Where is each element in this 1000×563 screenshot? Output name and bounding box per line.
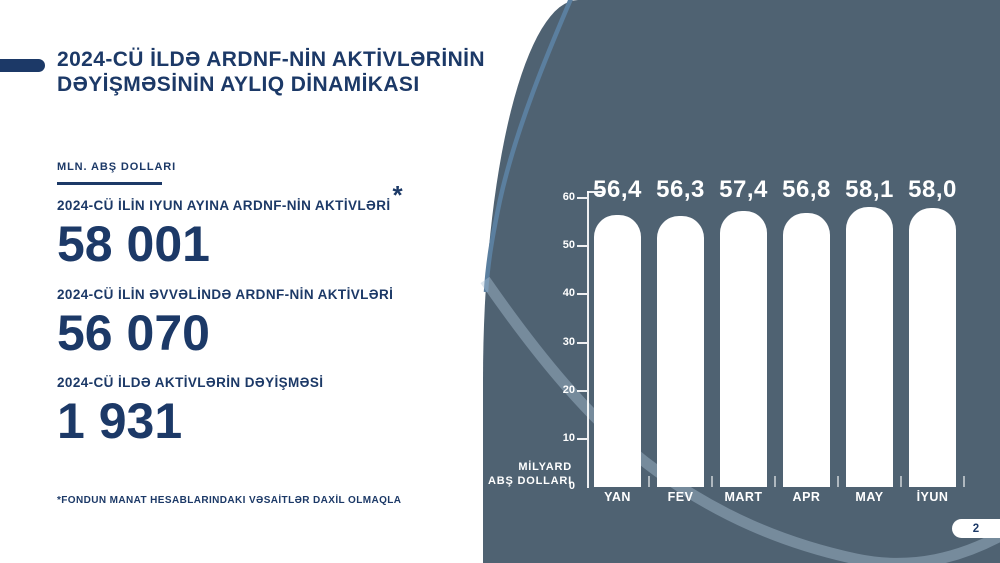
page-number: 2 — [972, 522, 980, 535]
bar-value-label: 58,1 — [845, 176, 894, 203]
y-tick-mark — [577, 197, 587, 199]
asterisk-marker: * — [392, 180, 404, 210]
bar-value-label: 56,4 — [593, 176, 642, 203]
bar-MART — [720, 210, 767, 487]
y-tick-label: 60 — [562, 191, 575, 203]
title-accent-bar — [0, 59, 45, 72]
y-axis-title: MİLYARD ABŞ DOLLARI — [452, 460, 572, 488]
bar-value-label: 56,8 — [782, 176, 831, 203]
stat-june-assets: 2024-CÜ İLİN IYUN AYINA ARDNF-NİN AKTİVL… — [57, 182, 403, 272]
y-tick-label: 20 — [562, 383, 575, 396]
bar-FEV — [657, 215, 704, 487]
y-axis-title-line-2: ABŞ DOLLARI — [488, 475, 572, 487]
bar-value-label: 57,4 — [719, 176, 768, 203]
bar-İYUN — [909, 207, 956, 487]
stat-label-text: 2024-CÜ İLDƏ AKTİVLƏRİN DƏYİŞMƏSİ — [57, 375, 324, 390]
x-tick-label: İYUN — [916, 490, 949, 504]
stat-value-start-of-year-assets: 56 070 — [57, 305, 210, 361]
y-tick-label: 30 — [562, 335, 575, 348]
footnote: *FONDUN MANAT HESABLARINDAKI VƏSAİTLƏR D… — [57, 495, 402, 506]
stat-label-assets-change: 2024-CÜ İLDƏ AKTİVLƏRİN DƏYİŞMƏSİ — [57, 375, 323, 390]
bar-value-label: 56,3 — [656, 176, 705, 203]
x-tick-mark — [900, 476, 902, 487]
page-title: 2024-CÜ İLDƏ ARDNF-NİN AKTİVLƏRİNİN DƏYİ… — [57, 48, 485, 97]
page-number-pill: 2 — [952, 519, 1000, 538]
title-line-1: 2024-CÜ İLDƏ ARDNF-NİN AKTİVLƏRİNİN — [57, 48, 485, 71]
unit-label: MLN. ABŞ DOLLARI — [57, 161, 177, 173]
y-tick-label: 50 — [562, 239, 575, 252]
stat-value-assets-change: 1 931 — [57, 393, 183, 449]
y-axis-title-line-1: MİLYARD — [518, 461, 572, 473]
y-axis-line — [587, 191, 589, 488]
bar-YAN — [594, 215, 641, 487]
y-tick-label: 0 — [568, 480, 575, 492]
x-tick-mark — [963, 476, 965, 487]
bar-MAY — [846, 207, 893, 487]
stat-value-june-assets: 58 001 — [57, 216, 210, 272]
stat-label-text: 2024-CÜ İLİN ƏVVƏLİNDƏ ARDNF-NİN AKTİVLƏ… — [57, 287, 394, 302]
x-tick-mark — [774, 476, 776, 487]
stat-label-start-of-year-assets: 2024-CÜ İLİN ƏVVƏLİNDƏ ARDNF-NİN AKTİVLƏ… — [57, 287, 393, 302]
stat-assets-change: 2024-CÜ İLDƏ AKTİVLƏRİN DƏYİŞMƏSİ 1 931 — [57, 375, 323, 446]
x-tick-mark — [648, 476, 650, 487]
x-tick-mark — [711, 476, 713, 487]
stat-label-june-assets: 2024-CÜ İLİN IYUN AYINA ARDNF-NİN AKTİVL… — [57, 182, 403, 213]
y-tick-label: 10 — [562, 431, 575, 444]
y-tick-mark — [577, 293, 587, 296]
x-tick-label: MAY — [855, 490, 884, 504]
x-tick-label: MART — [724, 490, 763, 504]
x-tick-label: YAN — [604, 490, 631, 504]
stat-start-of-year-assets: 2024-CÜ İLİN ƏVVƏLİNDƏ ARDNF-NİN AKTİVLƏ… — [57, 287, 393, 358]
x-tick-mark — [837, 476, 839, 487]
y-tick-mark — [577, 245, 587, 248]
bar-APR — [783, 213, 830, 487]
bar-value-label: 58,0 — [908, 176, 957, 203]
stat-label-text: 2024-CÜ İLİN IYUN AYINA ARDNF-NİN AKTİVL… — [57, 198, 391, 213]
y-tick-mark — [577, 341, 587, 344]
x-tick-label: FEV — [667, 490, 694, 504]
x-tick-label: APR — [792, 490, 821, 504]
title-line-2: DƏYİŞMƏSİNİN AYLIQ DİNAMİKASI — [57, 72, 420, 96]
unit-underline — [57, 182, 162, 185]
y-axis-cap — [587, 191, 604, 193]
y-tick-label: 40 — [562, 287, 575, 300]
y-tick-mark — [577, 389, 587, 392]
y-tick-mark — [577, 437, 587, 440]
